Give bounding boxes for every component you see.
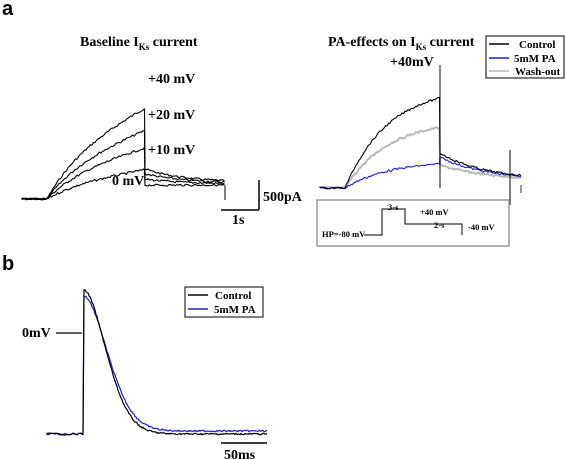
scalebar-x-label: 1s — [232, 213, 245, 228]
panel-b-traces — [46, 289, 268, 436]
protocol-hp-label: HP=-80 mV — [322, 229, 366, 239]
b-legend-label-pa: 5mM PA — [214, 304, 256, 316]
trace-0-mv — [21, 168, 225, 201]
panel-b-legend: Control 5mM PA — [184, 286, 264, 318]
label-plus40mv: +40 mV — [148, 72, 195, 87]
trace-wash-out — [319, 126, 522, 190]
label-plus10mv: +10 mV — [148, 143, 195, 158]
panel-a-left-title: Baseline IKs current — [80, 35, 198, 52]
b-legend-label-control: Control — [215, 290, 251, 302]
panel-b-letter: b — [2, 253, 14, 275]
protocol-step-dur: 3-s — [388, 202, 399, 212]
label-plus20mv: +20 mV — [148, 108, 195, 123]
protocol-tail-dur: 2-s — [434, 220, 445, 230]
panel-a-right-title: PA-effects on IKs current — [328, 35, 475, 52]
protocol-waveform — [364, 208, 463, 236]
trace-20-mv — [21, 130, 225, 201]
protocol-step-label: +40 mV — [420, 207, 450, 217]
trace-10-mv — [21, 146, 225, 201]
legend-label-control: Control — [519, 39, 555, 51]
b-zero-mv-label: 0mV — [22, 326, 51, 341]
panel-a-right-legend: Control 5mM PA Wash-out — [485, 35, 565, 79]
protocol-box — [316, 199, 510, 247]
legend-label-washout: Wash-out — [515, 66, 561, 78]
b-legend-box — [184, 286, 264, 318]
legend-label-pa: 5mM PA — [514, 53, 556, 65]
panel-a-left-traces — [21, 108, 226, 201]
panel-a-right-traces — [319, 65, 522, 205]
b-scalebar-label: 50ms — [224, 448, 256, 459]
protocol-inset: HP=-80 mV 3-s +40 mV 2-s -40 mV — [316, 199, 510, 247]
trace-control — [46, 289, 268, 436]
trace-control — [319, 96, 522, 190]
label-right-plus40mv: +40mV — [390, 55, 434, 70]
trace-40-mv — [21, 108, 225, 201]
panel-a-left-scalebar: 500pA 1s — [221, 180, 303, 228]
panel-a-letter: a — [2, 0, 14, 20]
scalebar-y-label: 500pA — [263, 190, 303, 205]
protocol-tail-label: -40 mV — [468, 222, 496, 232]
label-0mv: 0 mV — [112, 174, 144, 189]
trace-5mm-pa — [319, 156, 521, 190]
